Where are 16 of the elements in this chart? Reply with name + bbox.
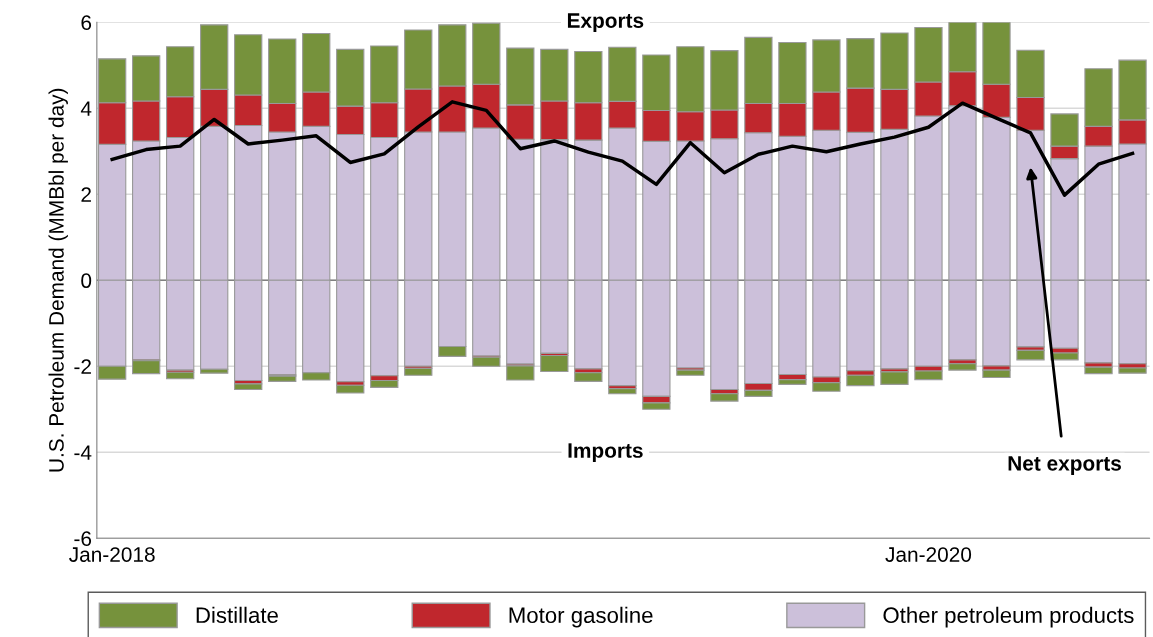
y-tick-label: 0 — [81, 273, 92, 289]
legend-label: Motor gasoline — [509, 606, 653, 628]
legend-label: Other petroleum products — [883, 606, 1134, 628]
text: Net exports — [1008, 456, 1121, 475]
y-tick-label: -6 — [74, 531, 92, 547]
y-tick-label: -2 — [74, 359, 91, 374]
y-tick-label: 2 — [81, 187, 91, 202]
y-tick-label: 4 — [80, 101, 92, 116]
y-tick-label: -4 — [74, 445, 92, 460]
y-axis-title: U.S. Petroleum Demand (MMBbl per day) — [48, 88, 68, 472]
x-tick-label: Jan-2018 — [69, 547, 155, 562]
legend-label: Distillate — [196, 606, 278, 624]
y-tick-label: 6 — [81, 15, 92, 31]
x-tick-label: Jan-2020 — [885, 547, 972, 562]
annotation: Exports — [567, 13, 644, 33]
annotation: Imports — [568, 443, 643, 462]
